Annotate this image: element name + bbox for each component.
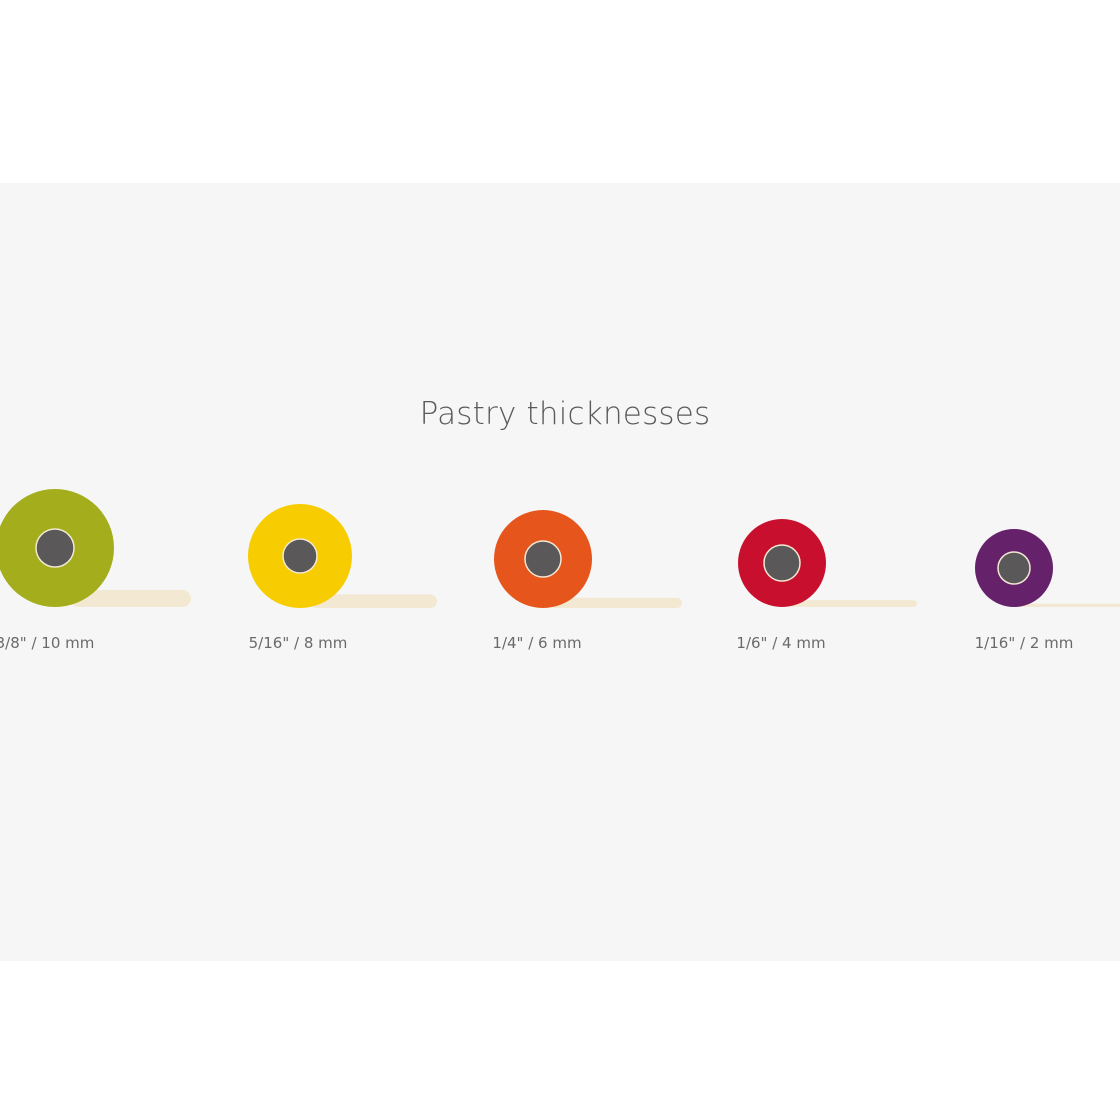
- pastry-sheet: [790, 600, 917, 607]
- rolling-pin-core: [997, 551, 1031, 585]
- rolling-pin-core: [524, 540, 562, 578]
- roll-label-2mm: 1/16" / 2 mm: [974, 634, 1074, 652]
- roll-label-8mm: 5/16" / 8 mm: [248, 634, 348, 652]
- roll-label-6mm: 1/4" / 6 mm: [492, 634, 582, 652]
- pastry-sheet: [550, 597, 682, 608]
- pastry-sheet: [310, 594, 437, 608]
- pastry-sheet: [70, 590, 191, 607]
- pastry-sheet: [1020, 603, 1120, 607]
- diagram-title: Pastry thicknesses: [419, 396, 711, 432]
- rolling-pin-core: [282, 538, 318, 574]
- roll-label-4mm: 1/6" / 4 mm: [736, 634, 826, 652]
- roll-label-10mm: 3/8" / 10 mm: [0, 634, 95, 652]
- rolling-pin-core: [35, 528, 75, 568]
- rolling-pin-core: [763, 544, 801, 582]
